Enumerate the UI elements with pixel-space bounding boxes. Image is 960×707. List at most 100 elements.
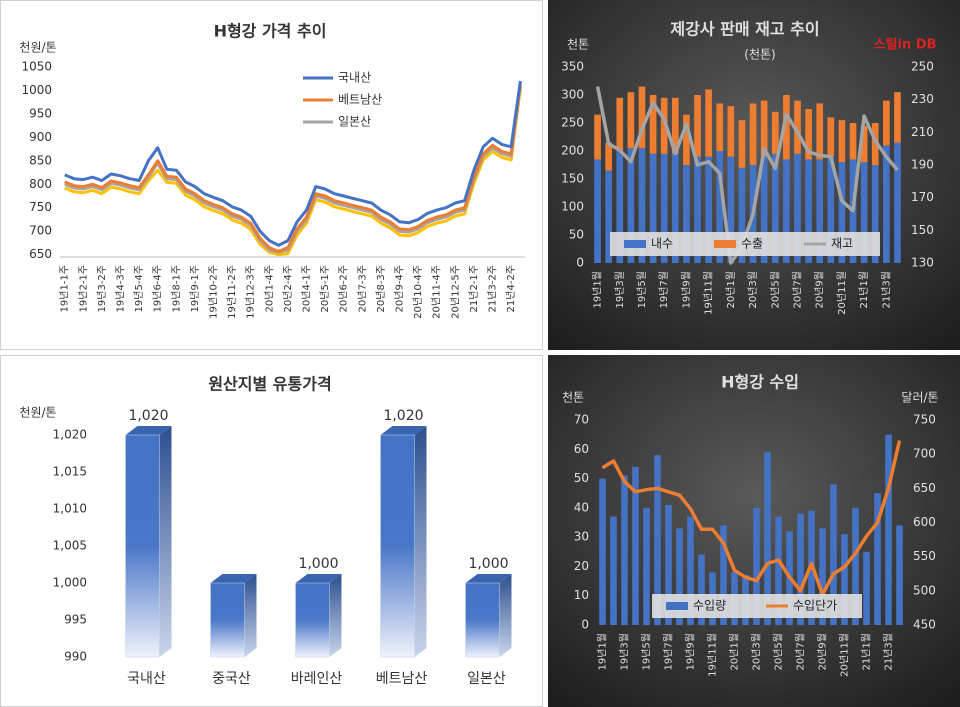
x-tick-label: 20년9-4주 xyxy=(393,265,405,312)
y-tick-label: 800 xyxy=(29,177,52,191)
bar xyxy=(816,159,824,263)
bar xyxy=(621,475,628,625)
bar xyxy=(610,516,617,625)
x-tick-label: 19년3월 xyxy=(614,271,626,309)
legend-label: 국내산 xyxy=(338,71,371,85)
bar xyxy=(616,151,624,263)
bar-side xyxy=(159,426,172,657)
x-tick-label: 19년1월 xyxy=(592,271,604,309)
x-tick-label: 19년7월 xyxy=(658,271,670,309)
y-tick-label: 1,000 xyxy=(53,576,87,590)
x-tick-label: 20년3월 xyxy=(751,633,763,671)
bar-side xyxy=(499,574,512,657)
x-tick-label: 19년11-2주 xyxy=(226,265,238,319)
y-tick-label: 995 xyxy=(64,613,87,627)
y-tick-label: 550 xyxy=(913,549,936,563)
x-tick-label: 19년9월 xyxy=(680,271,692,309)
x-tick-label: 21년3월 xyxy=(880,271,892,309)
x-tick-label: 19년10-2주 xyxy=(207,265,219,319)
bar xyxy=(885,434,892,625)
bar xyxy=(605,142,612,171)
y-tick-label: 130 xyxy=(911,256,934,270)
bar xyxy=(716,151,724,263)
bar xyxy=(871,165,879,263)
line xyxy=(64,80,522,247)
bar-side xyxy=(414,426,427,657)
bar xyxy=(694,95,701,157)
x-tick-label: 19년7월 xyxy=(663,633,675,671)
y-tick-label: 10 xyxy=(574,588,589,602)
y-tick-label: 1,020 xyxy=(53,428,87,442)
bar xyxy=(295,582,330,658)
bar xyxy=(819,528,826,625)
y-tick-label: 1,010 xyxy=(53,502,87,516)
bar-top xyxy=(125,426,172,435)
y-axis-label: 천톤 xyxy=(562,390,584,405)
legend-label: 내수 xyxy=(651,237,673,251)
y-tick-label: 40 xyxy=(574,500,589,514)
bar-side xyxy=(244,574,257,657)
bar xyxy=(794,153,801,263)
bar xyxy=(638,86,646,149)
y-tick-label: 900 xyxy=(29,130,52,144)
x-tick-label: 19년4-3주 xyxy=(114,265,126,312)
bar xyxy=(605,170,612,263)
x-tick-label: 국내산 xyxy=(127,671,166,687)
y-tick-label: 1,005 xyxy=(53,539,87,553)
bar xyxy=(727,156,735,263)
bar xyxy=(871,123,879,165)
bar xyxy=(594,114,601,160)
bar xyxy=(764,452,771,625)
x-tick-label: 20년9월 xyxy=(817,633,829,671)
bar xyxy=(841,534,848,625)
x-tick-label: 19년5-4주 xyxy=(133,265,145,312)
bar xyxy=(860,162,868,263)
y-tick-label: 50 xyxy=(574,471,589,485)
bar xyxy=(771,153,779,263)
line xyxy=(64,87,522,257)
legend-swatch xyxy=(714,240,736,248)
y-tick-label: 170 xyxy=(911,190,934,204)
y-tick-label: 30 xyxy=(574,530,589,544)
bar xyxy=(894,142,901,263)
bar xyxy=(638,148,646,263)
line xyxy=(601,440,902,597)
chart-title: 원산지별 유통가격 xyxy=(208,375,331,394)
y-tick-label: 650 xyxy=(29,247,52,261)
y-tick-label: 190 xyxy=(911,158,934,172)
bar xyxy=(627,92,635,149)
bar xyxy=(660,97,668,154)
y-tick-label: 250 xyxy=(561,116,584,130)
data-label: 1,020 xyxy=(383,408,423,424)
bar xyxy=(738,120,746,168)
y-tick-label: 1,015 xyxy=(53,465,87,479)
bar xyxy=(671,153,679,263)
x-tick-label: 베트남산 xyxy=(376,671,428,687)
x-tick-label: 20년10-4주 xyxy=(412,265,424,319)
logo: 스틸in DB xyxy=(874,38,937,53)
bar xyxy=(671,97,679,154)
bar xyxy=(849,123,857,160)
y-tick-label: 150 xyxy=(911,223,934,237)
bar xyxy=(760,156,768,263)
y-tick-label: 350 xyxy=(561,60,584,74)
x-tick-label: 21년3-2주 xyxy=(486,265,498,312)
y-tick-label: 950 xyxy=(29,106,52,120)
bar xyxy=(654,455,661,625)
legend-label: 재고 xyxy=(831,237,853,251)
bar xyxy=(894,92,901,143)
x-tick-label: 19년3월 xyxy=(619,633,631,671)
bar xyxy=(720,525,727,625)
x-tick-label: 20년7-3주 xyxy=(356,265,368,312)
bar xyxy=(830,484,837,625)
x-tick-label: 20년1-4주 xyxy=(263,265,275,312)
bar xyxy=(896,525,903,625)
x-tick-label: 19년11월 xyxy=(703,271,715,315)
x-tick-label: 19년5월 xyxy=(641,633,653,671)
y-tick-label: 60 xyxy=(574,442,589,456)
x-tick-label: 19년9-1주 xyxy=(189,265,201,312)
panel xyxy=(0,355,543,707)
